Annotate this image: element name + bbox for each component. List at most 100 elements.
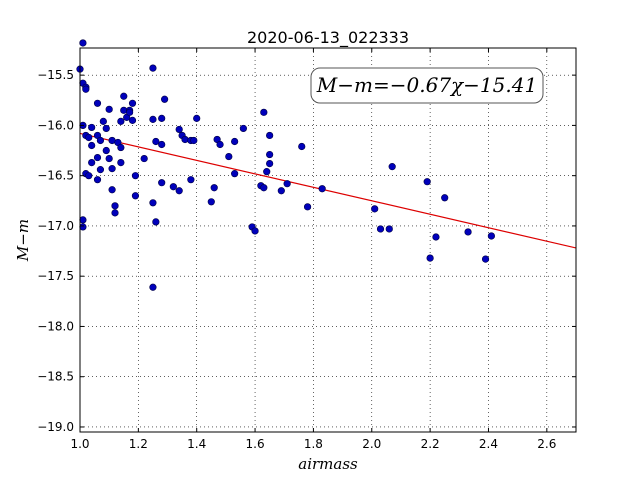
data-point [187,176,195,184]
data-point [231,170,239,178]
x-tick-label: 2.0 [362,437,381,451]
data-point [169,183,177,191]
data-point [231,137,239,146]
y-tick-label: −16.5 [37,169,74,183]
data-point [266,150,274,159]
data-point [111,209,119,217]
data-point [263,168,271,176]
data-point [140,154,148,163]
data-point [88,123,96,132]
data-point [117,143,125,152]
data-point [161,95,169,103]
data-point [93,99,102,107]
data-point [117,158,125,167]
plot-background [80,48,576,432]
x-tick-label: 2.6 [537,437,556,451]
y-ticks: −15.5 −16.0 −16.5 −17.0 −17.5 −18.0 −18.5 −19.0 [37,68,576,434]
data-point [128,99,137,107]
data-point [93,176,102,184]
data-point [152,137,160,146]
plot-frame [79,47,577,433]
data-point [126,108,134,116]
data-point [423,178,431,186]
chart-title: 2020-06-13_022333 [247,28,409,48]
data-point [239,124,247,133]
data-point [260,184,268,192]
data-point [207,198,215,206]
data-point [108,165,116,173]
data-point [117,117,125,125]
data-point [102,146,110,155]
data-point [149,199,157,207]
data-point [426,254,434,262]
x-tick-label: 1.2 [129,437,148,451]
y-tick-label: −19.0 [37,420,74,434]
data-point [88,158,96,167]
data-point [79,216,87,224]
data-point [149,283,157,291]
x-tick-label: 2.4 [479,437,498,451]
data-point [376,225,385,233]
data-point [487,232,495,240]
data-point [85,133,93,142]
data-point [441,194,449,202]
data-point [131,192,140,200]
points-layer [76,39,495,291]
data-point [251,227,259,235]
data-point [298,142,306,151]
data-point [128,116,137,124]
data-point [266,160,274,168]
data-point [158,179,166,187]
data-point [82,85,90,93]
data-point [432,233,440,241]
data-point [96,136,105,145]
y-tick-label: −15.5 [37,68,74,82]
data-point [190,136,198,145]
y-tick-label: −17.5 [37,269,74,283]
data-point [266,131,274,140]
data-point [152,218,160,226]
data-point [283,180,291,188]
data-point [158,114,166,122]
annotation-box [310,67,544,104]
fit-line [80,132,576,249]
y-tick-label: −17.0 [37,219,74,233]
data-point [111,202,119,210]
data-point [105,105,113,113]
data-point [388,163,396,171]
data-point [216,140,224,149]
x-tick-label: 1.8 [304,437,323,451]
data-point [102,124,110,133]
x-tick-label: 1.0 [70,437,89,451]
fit-layer [80,132,576,249]
data-point [175,125,183,134]
data-point [210,184,218,192]
y-tick-label: −18.0 [37,319,74,333]
data-point [85,172,93,180]
data-point [105,154,113,163]
data-point [79,39,87,47]
data-point [120,92,128,100]
data-point [96,166,105,174]
y-axis-label: M−m [14,219,32,262]
data-point [99,117,107,125]
data-point [181,135,189,144]
data-point [385,225,393,233]
annotation-text: M−m=−0.67χ−15.41 [316,73,537,97]
y-tick-label: −18.5 [37,370,74,384]
data-point [108,186,116,194]
data-point [149,115,157,123]
data-point [158,140,166,149]
y-tick-label: −16.0 [37,118,74,132]
data-point [88,141,96,150]
x-axis-label: airmass [298,455,358,473]
data-point [464,228,472,236]
data-point [93,153,102,162]
data-point [149,64,157,72]
data-point [318,185,326,193]
data-point [79,223,87,231]
data-point [175,187,183,195]
data-point [260,108,268,116]
grid [80,48,576,432]
